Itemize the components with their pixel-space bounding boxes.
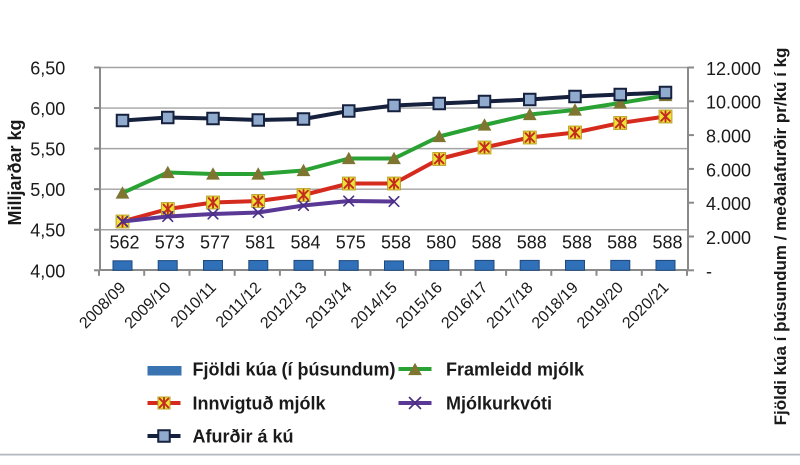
svg-text:4,00: 4,00	[30, 261, 65, 281]
svg-text:580: 580	[426, 233, 456, 253]
svg-text:577: 577	[200, 233, 230, 253]
svg-text:4,50: 4,50	[30, 221, 65, 241]
svg-text:558: 558	[381, 233, 411, 253]
svg-text:562: 562	[109, 233, 139, 253]
svg-text:Innvigtuð mjólk: Innvigtuð mjólk	[193, 394, 327, 414]
svg-text:Afurðir á kú: Afurðir á kú	[193, 427, 294, 447]
svg-text:5,00: 5,00	[30, 180, 65, 200]
svg-text:6,00: 6,00	[30, 99, 65, 119]
svg-text:Fjöldi kúa (í þúsundum): Fjöldi kúa (í þúsundum)	[193, 360, 396, 380]
svg-text:12.000: 12.000	[706, 59, 761, 79]
svg-text:8.000: 8.000	[706, 127, 751, 147]
svg-text:10.000: 10.000	[706, 93, 761, 113]
svg-text:588: 588	[607, 233, 637, 253]
svg-text:5,50: 5,50	[30, 140, 65, 160]
svg-text:573: 573	[155, 233, 185, 253]
svg-text:2.000: 2.000	[706, 228, 751, 248]
svg-text:584: 584	[290, 233, 320, 253]
svg-text:Fjöldi kúa í þúsundum / meðala: Fjöldi kúa í þúsundum / meðalafurðir pr/…	[771, 48, 790, 426]
svg-text:Mjólkurkvóti: Mjólkurkvóti	[446, 394, 552, 414]
svg-text:-: -	[706, 262, 712, 282]
svg-text:588: 588	[471, 233, 501, 253]
svg-text:6,50: 6,50	[30, 59, 65, 79]
svg-text:588: 588	[652, 233, 682, 253]
svg-text:Framleidd mjólk: Framleidd mjólk	[446, 360, 585, 380]
svg-text:6.000: 6.000	[706, 160, 751, 180]
svg-text:4.000: 4.000	[706, 194, 751, 214]
svg-text:575: 575	[336, 233, 366, 253]
svg-text:581: 581	[245, 233, 275, 253]
svg-text:588: 588	[517, 233, 547, 253]
svg-text:Milljarðar kg: Milljarðar kg	[5, 119, 25, 225]
svg-text:588: 588	[562, 233, 592, 253]
